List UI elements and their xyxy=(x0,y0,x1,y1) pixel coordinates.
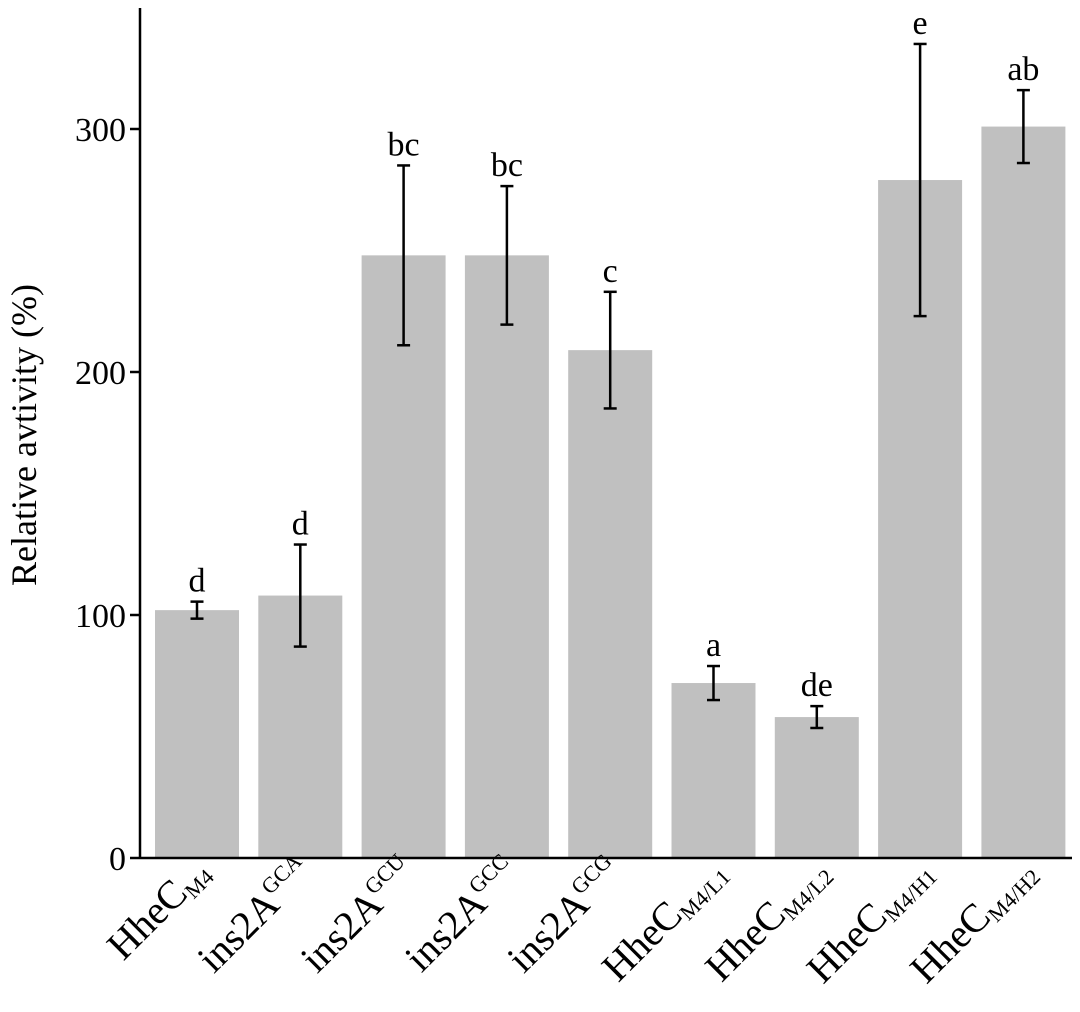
y-tick-label-1: 100 xyxy=(75,598,126,635)
bar-5 xyxy=(671,683,756,858)
bar-6 xyxy=(774,717,859,858)
bar-2 xyxy=(361,255,446,859)
error-bar-6 xyxy=(810,704,824,730)
error-bar-7 xyxy=(913,42,927,318)
y-axis-title: Relative avtivity (%) xyxy=(4,284,44,586)
bar-4 xyxy=(568,350,653,858)
significance-letter-3: bc xyxy=(491,147,523,184)
significance-letters-layer: d d bc bc c a de e ab xyxy=(189,5,1040,704)
significance-letter-8: ab xyxy=(1007,51,1039,88)
bar-0 xyxy=(155,610,239,858)
y-tick-label-2: 200 xyxy=(75,355,126,392)
x-tick-label-1: ins2AGCA xyxy=(188,848,320,980)
significance-letter-6: de xyxy=(801,667,833,704)
y-tick-label-0: 0 xyxy=(109,841,126,878)
significance-letter-4: c xyxy=(603,253,618,290)
x-tick-labels: HheCM4ins2AGCAins2AGCUins2AGCCins2AGCGHh… xyxy=(98,848,1045,991)
error-bar-0 xyxy=(190,600,204,620)
significance-letter-1: d xyxy=(292,506,309,543)
significance-letter-7: e xyxy=(913,5,928,42)
bar-8 xyxy=(981,126,1066,858)
error-bar-5 xyxy=(707,664,720,702)
x-tick-label-3: ins2AGCC xyxy=(396,849,527,980)
error-bars-layer xyxy=(190,42,1030,730)
bar-3 xyxy=(464,255,549,859)
axes: 0 100 200 300 xyxy=(75,8,1072,878)
error-bar-3 xyxy=(500,184,514,326)
significance-letter-2: bc xyxy=(388,126,420,163)
x-tick-label-2: ins2AGCU xyxy=(292,848,424,980)
error-bar-1 xyxy=(293,543,307,648)
y-tick-label-3: 300 xyxy=(75,112,126,149)
error-bar-2 xyxy=(397,164,411,347)
bars-layer xyxy=(155,126,1066,859)
error-bar-4 xyxy=(603,290,617,410)
error-bar-8 xyxy=(1016,88,1030,165)
significance-letter-0: d xyxy=(189,563,206,600)
significance-letter-5: a xyxy=(706,627,721,664)
